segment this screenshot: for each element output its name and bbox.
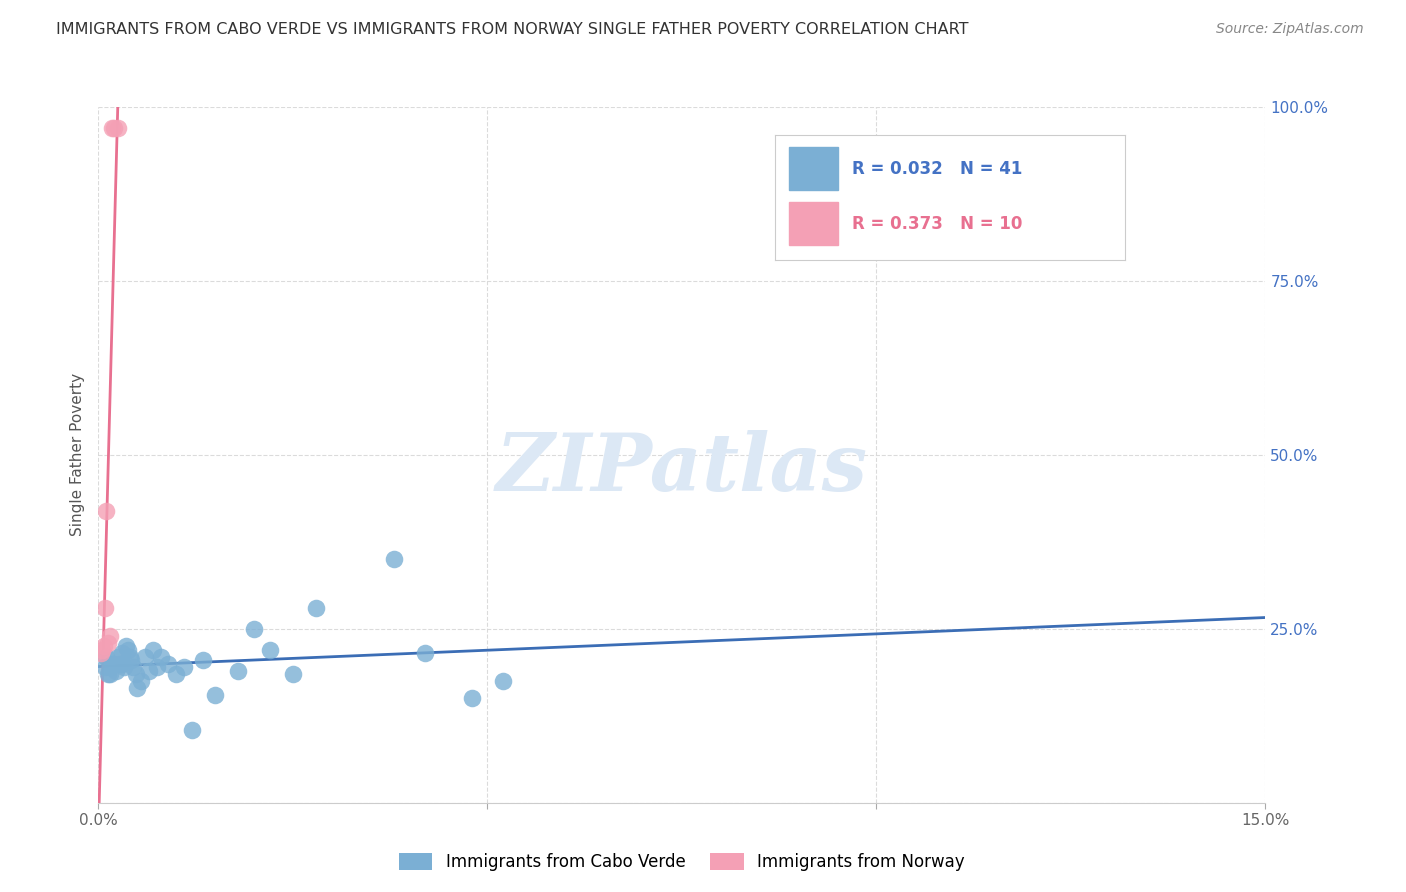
Text: R = 0.373   N = 10: R = 0.373 N = 10 [852,215,1022,233]
Point [111,646,134,660]
Text: Source: ZipAtlas.com: Source: ZipAtlas.com [1216,22,1364,37]
Point [98,667,121,681]
Point [157,657,180,671]
Point [93,639,115,653]
Point [127,681,149,695]
Point [259,642,281,657]
Point [111,657,134,671]
Point [93,660,115,674]
Point [146,660,169,674]
Point [114,639,136,653]
Point [112,660,135,674]
Text: ZIPatlas: ZIPatlas [496,430,868,508]
Point [129,674,152,689]
Point [103,120,125,135]
Point [134,649,156,664]
Y-axis label: Single Father Poverty: Single Father Poverty [70,374,86,536]
Point [93,601,115,615]
Point [193,653,215,667]
Point [142,642,165,657]
Point [104,664,127,678]
Point [382,552,405,566]
Point [122,660,145,674]
Point [101,120,124,135]
Point [138,664,160,678]
Point [107,120,129,135]
Point [108,657,131,671]
Point [492,674,515,689]
Point [118,649,141,664]
Point [149,649,172,664]
Text: R = 0.032   N = 41: R = 0.032 N = 41 [852,160,1022,178]
Point [91,642,114,657]
Bar [789,202,838,245]
Point [180,723,202,737]
Point [228,664,250,678]
Point [281,667,304,681]
Point [97,667,120,681]
Point [165,667,187,681]
Point [96,649,118,664]
Point [103,657,125,671]
Point [461,691,484,706]
Point [413,646,436,660]
Text: IMMIGRANTS FROM CABO VERDE VS IMMIGRANTS FROM NORWAY SINGLE FATHER POVERTY CORRE: IMMIGRANTS FROM CABO VERDE VS IMMIGRANTS… [56,22,969,37]
Point [125,667,148,681]
Point [98,660,121,674]
Point [101,657,124,671]
Point [204,688,226,702]
Legend: Immigrants from Cabo Verde, Immigrants from Norway: Immigrants from Cabo Verde, Immigrants f… [392,847,972,878]
Point [107,649,129,664]
Point [96,503,118,517]
Point [120,653,142,667]
Point [97,636,120,650]
Point [98,629,121,643]
Point [173,660,195,674]
Point [117,642,139,657]
Bar [789,147,838,190]
Point [90,646,112,660]
Point [305,601,328,615]
Point [243,622,266,636]
